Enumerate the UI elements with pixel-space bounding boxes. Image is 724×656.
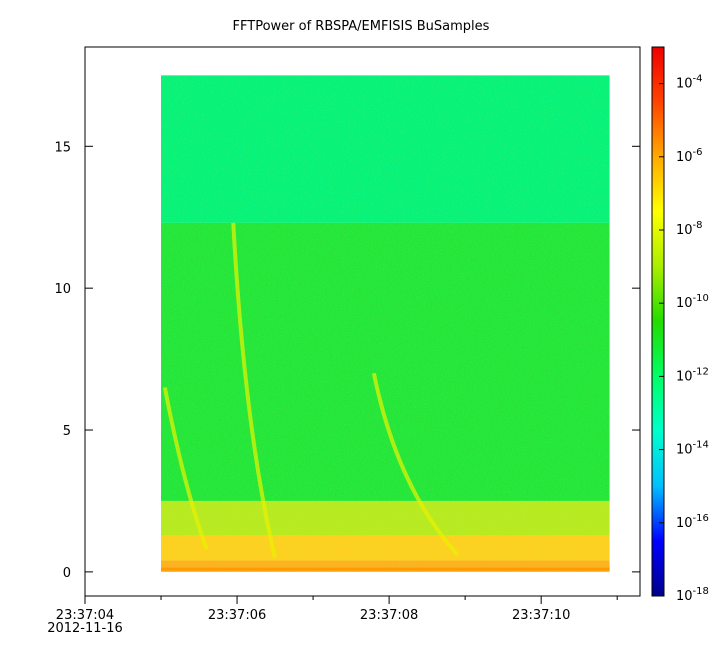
spectrum-texture: [161, 75, 610, 572]
burst-trace: [162, 387, 209, 550]
x-date-label: 2012-11-16: [47, 621, 123, 636]
colorbar-tick-label: 10-14: [676, 440, 709, 458]
colorbar-tick-label: 10-12: [676, 366, 709, 384]
colorbar-tick-label: 10-4: [676, 74, 703, 92]
colorbar-tick-label: 10-10: [676, 293, 709, 311]
colorbar: 10-4 10-6 10-8 10-10 10-12 10-14 10-16 10-18: [651, 46, 709, 604]
chart-title: FFTPower of RBSPA/EMFISIS BuSamples: [233, 19, 490, 34]
spectrogram-image: [161, 75, 610, 572]
colorbar-tick-label: 10-18: [676, 586, 709, 604]
x-axis: 23:37:04 23:37:06 23:37:08 23:37:10 2012-11-…: [47, 596, 618, 636]
burst-trace: [231, 222, 278, 559]
x-tick-label: 23:37:08: [360, 608, 418, 623]
colorbar-gradient: [651, 46, 665, 597]
x-tick-label: 23:37:04: [56, 608, 114, 623]
y-tick-label: 0: [63, 566, 71, 581]
y-tick-label: 10: [54, 282, 71, 297]
x-tick-label: 23:37:10: [512, 608, 570, 623]
spectrum-baseline: [161, 567, 610, 571]
colorbar-tick-label: 10-16: [676, 513, 709, 531]
burst-trace: [371, 372, 460, 557]
colorbar-tick-label: 10-6: [676, 147, 703, 165]
y-tick-label: 15: [54, 140, 71, 155]
colorbar-tick-label: 10-8: [676, 220, 703, 238]
y-tick-label: 5: [63, 424, 71, 439]
y-axis: 0 5 10 15: [54, 140, 640, 581]
x-tick-label: 23:37:06: [208, 608, 266, 623]
